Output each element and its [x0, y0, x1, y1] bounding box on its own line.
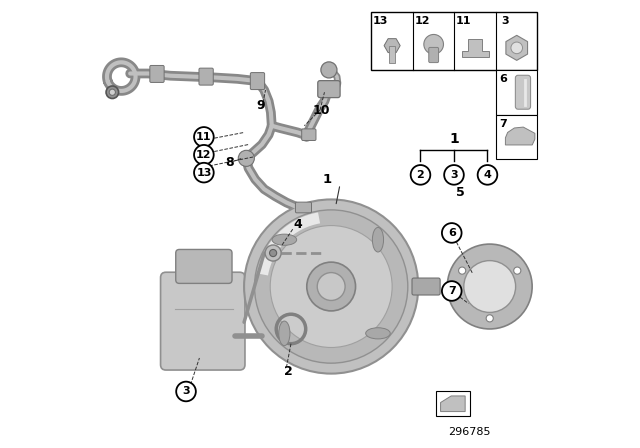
Ellipse shape — [272, 234, 297, 246]
Text: 10: 10 — [312, 103, 330, 116]
FancyBboxPatch shape — [318, 81, 340, 98]
FancyBboxPatch shape — [515, 75, 531, 109]
Ellipse shape — [372, 228, 383, 252]
Text: 13: 13 — [196, 168, 212, 178]
Text: 4: 4 — [293, 217, 302, 231]
FancyBboxPatch shape — [150, 65, 164, 82]
Circle shape — [238, 151, 254, 166]
Circle shape — [194, 145, 214, 164]
Text: 5: 5 — [456, 186, 465, 199]
Text: 4: 4 — [484, 170, 492, 180]
FancyBboxPatch shape — [301, 129, 316, 141]
Text: 7: 7 — [500, 119, 508, 129]
Circle shape — [459, 267, 466, 274]
Bar — [389, 46, 396, 64]
Circle shape — [194, 127, 214, 147]
Text: 3: 3 — [450, 170, 458, 180]
Circle shape — [176, 382, 196, 401]
Text: 9: 9 — [257, 99, 266, 112]
Circle shape — [317, 272, 345, 301]
Circle shape — [106, 86, 118, 99]
Text: 11: 11 — [196, 132, 212, 142]
Circle shape — [511, 42, 522, 54]
Circle shape — [514, 267, 521, 274]
Text: 3: 3 — [182, 387, 190, 396]
Circle shape — [444, 165, 464, 185]
Circle shape — [321, 62, 337, 78]
Circle shape — [442, 281, 461, 301]
Polygon shape — [506, 35, 527, 60]
Ellipse shape — [279, 321, 290, 345]
FancyBboxPatch shape — [412, 278, 440, 295]
FancyBboxPatch shape — [161, 272, 245, 370]
Circle shape — [244, 199, 419, 374]
Circle shape — [307, 262, 356, 311]
Circle shape — [486, 315, 493, 322]
Text: 2: 2 — [284, 365, 293, 378]
Polygon shape — [440, 396, 465, 412]
Text: 13: 13 — [373, 16, 388, 26]
FancyBboxPatch shape — [296, 202, 312, 213]
Circle shape — [194, 163, 214, 182]
Circle shape — [270, 225, 392, 348]
Circle shape — [411, 165, 430, 185]
Text: 8: 8 — [225, 156, 234, 169]
Circle shape — [464, 261, 516, 312]
Circle shape — [269, 250, 276, 257]
Circle shape — [424, 34, 444, 54]
FancyBboxPatch shape — [250, 73, 264, 90]
Text: 1: 1 — [322, 173, 332, 186]
Text: 12: 12 — [196, 150, 212, 160]
Text: 6: 6 — [448, 228, 456, 238]
FancyBboxPatch shape — [176, 250, 232, 284]
Circle shape — [265, 245, 281, 261]
Text: 296785: 296785 — [449, 427, 491, 438]
Bar — [496, 70, 538, 115]
Circle shape — [477, 165, 497, 185]
Text: 11: 11 — [456, 16, 471, 26]
Bar — [436, 392, 470, 416]
Polygon shape — [384, 39, 400, 52]
Ellipse shape — [365, 328, 390, 339]
Text: 6: 6 — [499, 74, 508, 84]
FancyBboxPatch shape — [199, 68, 213, 85]
Text: 1: 1 — [449, 132, 459, 146]
Polygon shape — [462, 39, 488, 57]
Bar — [496, 115, 538, 159]
FancyBboxPatch shape — [429, 47, 438, 63]
Text: 3: 3 — [501, 16, 509, 26]
Text: 2: 2 — [417, 170, 424, 180]
Polygon shape — [506, 127, 535, 145]
Circle shape — [109, 89, 115, 95]
Circle shape — [442, 223, 461, 243]
Circle shape — [447, 244, 532, 329]
Bar — [371, 12, 538, 70]
Circle shape — [255, 210, 408, 363]
Text: 7: 7 — [448, 286, 456, 296]
Text: 12: 12 — [414, 16, 430, 26]
